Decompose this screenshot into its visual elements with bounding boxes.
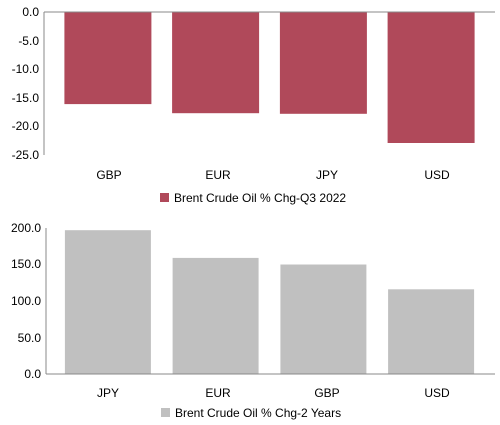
bar-eur (172, 12, 260, 114)
bar-jpy (279, 12, 367, 114)
x-tick-label: JPY (97, 386, 119, 400)
chart-q3-2022: 0.0 -5.0 -10.0 -15.0 -20.0 -25.0 GBP EUR… (12, 5, 495, 205)
bars (64, 12, 475, 143)
x-tick-label: USD (424, 168, 450, 182)
y-tick-label: 150.0 (11, 257, 41, 271)
y-tick-label: -10.0 (12, 62, 40, 76)
legend-label: Brent Crude Oil % Chg-2 Years (175, 406, 341, 420)
bar-usd (388, 289, 475, 374)
bar-jpy (64, 230, 151, 374)
bar-eur (172, 257, 259, 374)
legend-swatch (161, 408, 170, 417)
x-tick-label: EUR (205, 386, 231, 400)
bars (64, 230, 475, 374)
x-tick-label: GBP (96, 168, 121, 182)
x-tick-label: GBP (314, 386, 339, 400)
legend: Brent Crude Oil % Chg-Q3 2022 (160, 191, 346, 205)
bar-usd (387, 12, 475, 143)
x-tick-label: EUR (205, 168, 231, 182)
y-tick-label: -20.0 (12, 119, 40, 133)
y-tick-labels: 200.0 150.0 100.0 50.0 0.0 (11, 221, 41, 381)
y-tick-label: -25.0 (12, 148, 40, 162)
y-tick-label: -15.0 (12, 91, 40, 105)
x-tick-labels: JPY EUR GBP USD (97, 386, 450, 400)
y-tick-label: 0.0 (22, 5, 39, 19)
x-tick-label: JPY (316, 168, 338, 182)
chart-2-years: 200.0 150.0 100.0 50.0 0.0 JPY EUR GBP U… (11, 221, 495, 420)
y-tick-label: 50.0 (18, 331, 42, 345)
bar-gbp (280, 264, 367, 374)
y-tick-label: -5.0 (18, 34, 39, 48)
y-tick-label: 100.0 (11, 294, 41, 308)
x-tick-label: USD (424, 386, 450, 400)
legend-swatch (160, 193, 169, 202)
legend-label: Brent Crude Oil % Chg-Q3 2022 (174, 191, 346, 205)
legend: Brent Crude Oil % Chg-2 Years (161, 406, 341, 420)
x-tick-labels: GBP EUR JPY USD (96, 168, 450, 182)
y-tick-label: 200.0 (11, 221, 41, 235)
bar-gbp (64, 12, 152, 105)
y-tick-label: 0.0 (24, 367, 41, 381)
y-tick-labels: 0.0 -5.0 -10.0 -15.0 -20.0 -25.0 (12, 5, 40, 162)
